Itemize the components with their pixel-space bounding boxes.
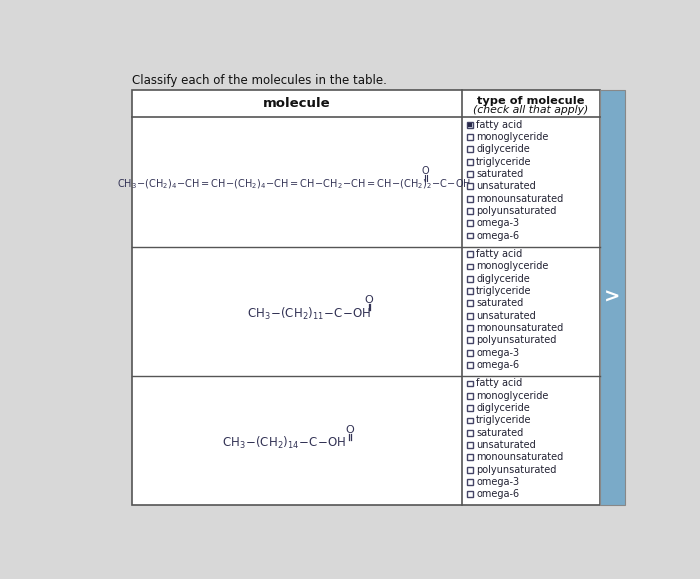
Bar (468, 196, 473, 201)
Text: unsaturated: unsaturated (476, 440, 536, 450)
Bar (468, 288, 473, 294)
Text: fatty acid: fatty acid (476, 249, 522, 259)
Bar (468, 159, 473, 164)
Text: polyunsaturated: polyunsaturated (476, 206, 556, 216)
Text: triglyceride: triglyceride (476, 286, 532, 296)
Bar (468, 184, 473, 189)
Bar (468, 417, 473, 423)
Bar (468, 276, 473, 281)
Bar (468, 467, 473, 472)
Text: polyunsaturated: polyunsaturated (476, 465, 556, 475)
Bar (468, 393, 473, 399)
Text: fatty acid: fatty acid (476, 379, 522, 389)
Text: omega-6: omega-6 (476, 489, 519, 499)
Text: diglyceride: diglyceride (476, 144, 530, 155)
Bar (468, 362, 473, 368)
Text: O: O (345, 425, 354, 435)
Text: omega-6: omega-6 (476, 230, 519, 241)
Text: (check all that apply): (check all that apply) (473, 105, 589, 115)
Bar (468, 405, 473, 411)
Text: O: O (365, 295, 373, 306)
Bar (468, 146, 473, 152)
Bar (468, 171, 473, 177)
Text: monoglyceride: monoglyceride (476, 261, 549, 272)
Bar (468, 492, 473, 497)
Text: saturated: saturated (476, 428, 524, 438)
Text: monounsaturated: monounsaturated (476, 323, 564, 333)
Text: monounsaturated: monounsaturated (476, 452, 564, 463)
Text: monoglyceride: monoglyceride (476, 132, 549, 142)
Text: saturated: saturated (476, 298, 524, 309)
Bar (468, 221, 473, 226)
Bar (468, 380, 473, 386)
Bar (468, 479, 473, 485)
Text: monounsaturated: monounsaturated (476, 193, 564, 204)
Bar (468, 208, 473, 214)
Text: Classify each of the molecules in the table.: Classify each of the molecules in the ta… (132, 74, 387, 87)
Bar (468, 233, 473, 239)
Text: omega-3: omega-3 (476, 218, 519, 228)
Text: $\mathrm{CH_3\!-\!(CH_2)_{11}\!-\!C\!-\!OH}$: $\mathrm{CH_3\!-\!(CH_2)_{11}\!-\!C\!-\!… (247, 306, 372, 321)
Text: O: O (421, 166, 429, 176)
Bar (468, 263, 473, 269)
Bar (468, 301, 473, 306)
Bar (468, 251, 473, 257)
Text: saturated: saturated (476, 169, 524, 179)
Text: >: > (604, 288, 620, 307)
Bar (468, 122, 473, 127)
Text: triglyceride: triglyceride (476, 415, 532, 426)
Bar (468, 455, 473, 460)
Bar (468, 134, 473, 140)
Text: omega-6: omega-6 (476, 360, 519, 370)
Text: omega-3: omega-3 (476, 477, 519, 487)
Bar (600, 90, 624, 505)
Text: $\mathrm{CH_3\!-\!(CH_2)_4\!-\!CH{=}CH\!-\!(CH_2)_4\!-\!CH{=}CH\!-\!CH_2\!-\!CH{: $\mathrm{CH_3\!-\!(CH_2)_4\!-\!CH{=}CH\!… (118, 177, 472, 191)
Text: triglyceride: triglyceride (476, 157, 532, 167)
Text: $\mathrm{CH_3\!-\!(CH_2)_{14}\!-\!C\!-\!OH}$: $\mathrm{CH_3\!-\!(CH_2)_{14}\!-\!C\!-\!… (222, 435, 346, 451)
Text: diglyceride: diglyceride (476, 274, 530, 284)
Text: fatty acid: fatty acid (476, 120, 522, 130)
Text: omega-3: omega-3 (476, 347, 519, 358)
Bar (468, 430, 473, 435)
Bar (468, 123, 472, 127)
Text: unsaturated: unsaturated (476, 311, 536, 321)
Text: type of molecule: type of molecule (477, 97, 584, 107)
Bar (468, 313, 473, 318)
Bar (468, 325, 473, 331)
Text: molecule: molecule (263, 97, 331, 110)
Bar (132, 90, 600, 505)
Bar (468, 350, 473, 356)
Text: monoglyceride: monoglyceride (476, 391, 549, 401)
Bar (468, 338, 473, 343)
Text: unsaturated: unsaturated (476, 181, 536, 191)
Bar (468, 442, 473, 448)
Text: polyunsaturated: polyunsaturated (476, 335, 556, 345)
Text: diglyceride: diglyceride (476, 403, 530, 413)
